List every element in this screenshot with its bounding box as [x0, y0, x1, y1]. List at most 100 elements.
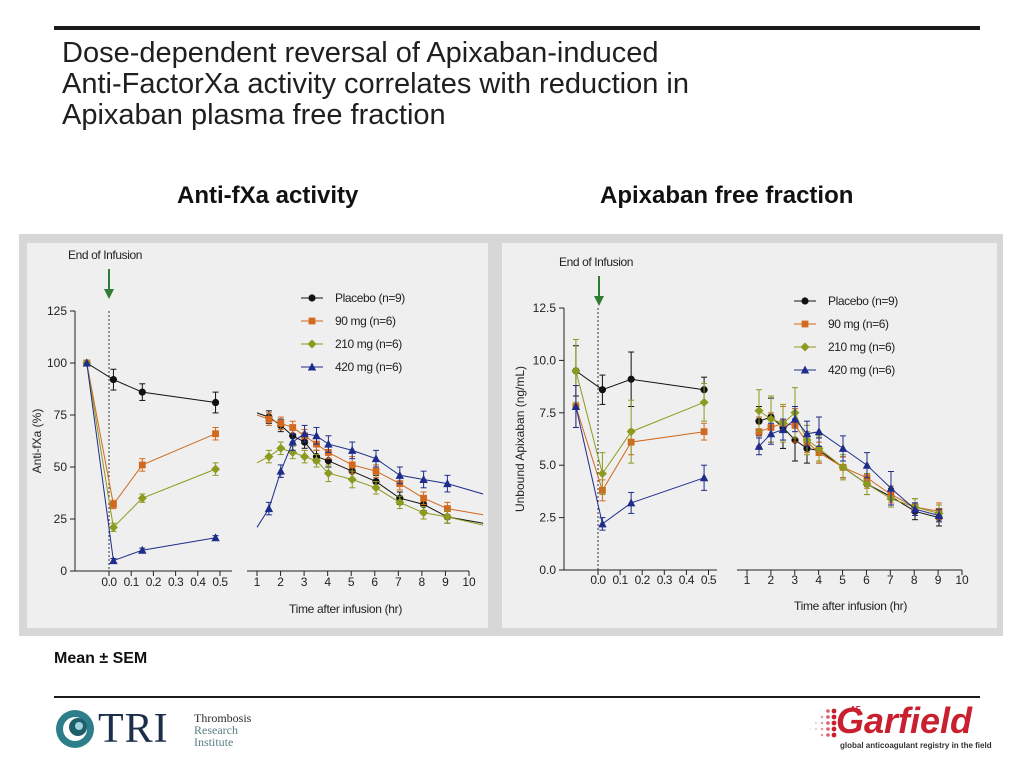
x-tick-label: 0.0: [101, 575, 117, 589]
garfield-logo: Garfield AF global anticoagulant registr…: [800, 701, 992, 751]
title-line-1: Dose-dependent reversal of Apixaban-indu…: [62, 37, 659, 69]
data-point: [323, 468, 333, 478]
data-point: [778, 425, 788, 434]
data-point: [699, 473, 709, 482]
data-point: [211, 464, 221, 474]
x-tick-label: 8: [419, 575, 426, 589]
x-tick-label: 3: [791, 573, 798, 587]
data-point: [348, 461, 356, 469]
series-line: [575, 406, 705, 492]
data-point: [211, 398, 220, 407]
subtitle-right: Apixaban free fraction: [600, 182, 854, 209]
x-tick-label: 0.4: [679, 573, 695, 587]
data-point: [276, 466, 285, 475]
tri-globe-icon: [56, 710, 94, 748]
data-point: [371, 483, 381, 493]
data-point: [211, 533, 220, 542]
data-point: [300, 452, 310, 462]
legend-marker: [801, 320, 809, 328]
data-point: [137, 493, 147, 503]
x-tick-label: 6: [863, 573, 870, 587]
y-tick-label: 12.5: [533, 301, 557, 315]
footnote: Mean ± SEM: [54, 650, 148, 667]
legend-marker: [800, 365, 810, 374]
series-line: [86, 362, 216, 529]
x-tick-label: 7: [887, 573, 894, 587]
data-point: [766, 414, 776, 424]
y-tick-label: 100: [47, 356, 67, 370]
data-point: [108, 522, 118, 532]
series-line: [86, 362, 216, 562]
legend-label: 90 mg (n=6): [335, 314, 396, 328]
legend-marker: [308, 317, 316, 325]
data-point: [754, 406, 764, 416]
x-tick-label: 0.3: [168, 575, 184, 589]
series-line: [86, 362, 216, 403]
x-tick-label: 4: [324, 575, 331, 589]
y-tick-label: 10.0: [533, 353, 557, 367]
x-tick-label: 0.2: [635, 573, 651, 587]
data-point: [420, 494, 427, 502]
data-point: [934, 511, 944, 520]
data-point: [444, 505, 451, 512]
legend-marker: [801, 297, 809, 305]
data-point: [138, 461, 146, 469]
data-point: [443, 479, 452, 488]
tri-line-1: Thrombosis: [194, 711, 252, 725]
arrow-down-icon: [104, 289, 114, 299]
data-point: [109, 376, 118, 384]
chart-anti-fxa-panel: 0 25 50 75 100 125 Anti-fXa (%) 0.0 0.1 0.2 0.3 0.4…: [27, 243, 488, 628]
x-tick-label: 0.1: [613, 573, 629, 587]
data-point: [395, 497, 405, 507]
series-line: [758, 422, 940, 512]
title-line-2: Anti-FactorXa activity correlates with r…: [62, 68, 689, 100]
tri-logo: TRI Thrombosis Research Institute: [54, 706, 274, 752]
data-point: [347, 474, 357, 484]
data-point: [627, 375, 635, 383]
data-point: [300, 429, 309, 438]
title-line-3: Apixaban plasma free fraction: [62, 99, 446, 131]
data-point: [289, 424, 297, 431]
data-point: [790, 414, 800, 423]
data-point: [754, 441, 764, 450]
y-tick-label: 0.0: [539, 563, 556, 577]
data-point: [138, 388, 146, 396]
data-point: [312, 431, 321, 440]
data-point: [419, 508, 429, 518]
x-axis-label: Time after infusion (hr): [289, 602, 402, 616]
subtitle-left: Anti-fXa activity: [177, 182, 359, 209]
data-point: [419, 474, 428, 483]
series-line: [256, 433, 484, 528]
arrow-down-icon: [594, 296, 604, 306]
data-point: [862, 479, 872, 489]
data-point: [442, 512, 452, 522]
legend-label: 210 mg (n=6): [335, 337, 402, 351]
garfield-dots-icon: [809, 708, 837, 738]
data-point: [838, 443, 848, 452]
data-point: [312, 456, 321, 466]
data-point: [264, 452, 274, 462]
end-of-infusion-label: End of Infusion: [559, 255, 633, 269]
data-point: [110, 501, 117, 508]
data-point: [138, 545, 147, 554]
y-tick-label: 0: [60, 564, 67, 578]
y-tick-label: 125: [47, 304, 67, 318]
y-tick-label: 75: [54, 408, 68, 422]
data-point: [838, 462, 848, 472]
x-tick-label: 0.5: [701, 573, 717, 587]
series-line: [86, 362, 216, 506]
x-tick-label: 8: [911, 573, 918, 587]
data-point: [395, 470, 404, 479]
data-point: [910, 504, 920, 513]
y-axis-label: Anti-fXa (%): [30, 409, 44, 474]
end-of-infusion-label: End of Infusion: [68, 248, 142, 262]
x-tick-label: 1: [744, 573, 751, 587]
data-point: [597, 469, 607, 479]
data-point: [372, 467, 380, 475]
y-tick-label: 50: [54, 460, 68, 474]
x-tick-label: 1: [254, 575, 261, 589]
data-point: [886, 483, 896, 492]
series-line: [758, 418, 940, 516]
